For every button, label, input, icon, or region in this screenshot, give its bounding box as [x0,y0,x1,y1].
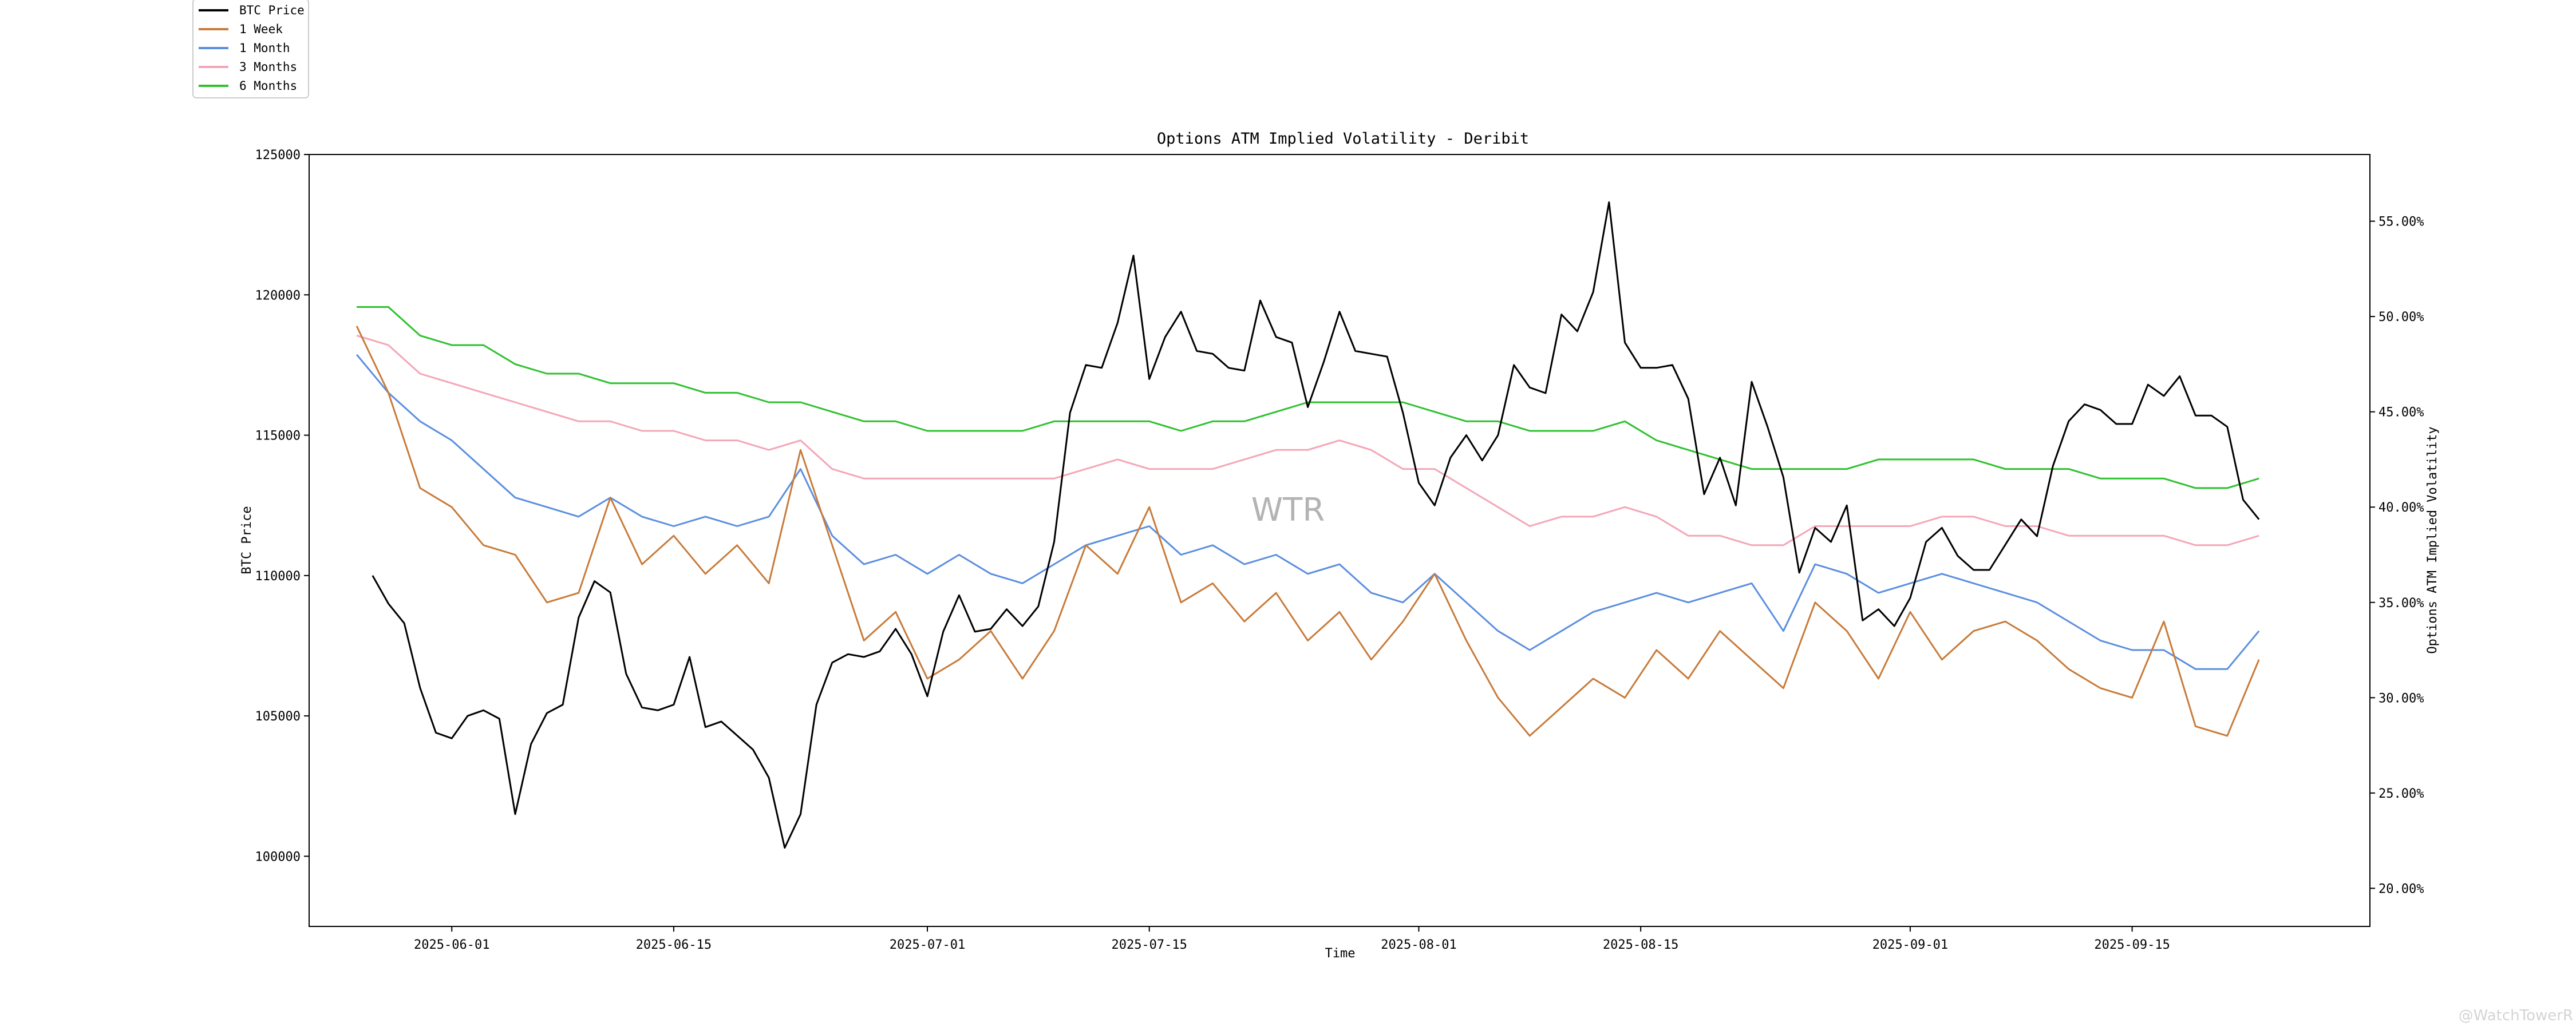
x-axis-label: Time [1325,946,1356,961]
chart-title: Options ATM Implied Volatility - Deribit [1157,130,1529,148]
x-axis: 2025-06-01 2025-06-15 2025-07-01 2025-07-15… [414,926,2170,952]
y-left-tick-label: 125000 [255,148,301,163]
y-left-tick-label: 120000 [255,288,301,303]
series-line-1-month [355,354,2260,670]
x-tick-label: 2025-09-15 [2094,938,2170,952]
y-axis-left-label: BTC Price [240,506,254,574]
series-line-1-week [355,326,2260,737]
series-line-3-months [356,334,2259,546]
y-left-tick-label: 105000 [255,710,301,724]
legend-label: 1 Week [239,22,283,36]
plot-area [355,201,2260,849]
y-right-tick-label: 30.00% [2379,691,2424,706]
x-tick-label: 2025-06-15 [636,938,712,952]
y-axis-right-label: Options ATM Implied Volatility [2425,426,2440,653]
y-right-tick-label: 35.00% [2379,596,2424,611]
y-right-tick-label: 20.00% [2379,882,2424,896]
legend-label: 6 Months [239,79,297,93]
legend-label: 1 Month [239,41,290,55]
y-left-tick-label: 110000 [255,569,301,584]
legend: BTC Price 1 Week 1 Month 3 Months 6 Months [192,0,309,98]
y-axis-left: 100000 105000 110000 115000 120000 125000 [255,148,309,864]
y-axis-right: 20.00% 25.00% 30.00% 35.00% 40.00% 45.00% 50.0… [2370,215,2424,896]
x-tick-label: 2025-06-01 [414,938,489,952]
footer-watermark: @WatchTowerR [2459,1007,2573,1024]
y-left-tick-label: 100000 [255,850,301,864]
y-right-tick-label: 45.00% [2379,406,2424,420]
legend-label: 3 Months [239,60,297,74]
y-right-tick-label: 50.00% [2379,310,2424,324]
y-right-tick-label: 25.00% [2379,787,2424,801]
y-right-tick-label: 55.00% [2379,215,2424,229]
x-tick-label: 2025-09-01 [1872,938,1948,952]
legend-frame [192,0,309,98]
x-tick-label: 2025-07-15 [1111,938,1187,952]
legend-label: BTC Price [239,3,305,17]
x-tick-label: 2025-08-01 [1381,938,1456,952]
y-left-tick-label: 115000 [255,429,301,443]
y-right-tick-label: 40.00% [2379,501,2424,515]
watermark: WTR [1251,492,1325,529]
plot-frame [309,154,2370,927]
x-tick-label: 2025-08-15 [1603,938,1678,952]
x-tick-label: 2025-07-01 [890,938,965,952]
series-line-btc-price [372,201,2260,849]
series-line-6-months [357,306,2259,489]
